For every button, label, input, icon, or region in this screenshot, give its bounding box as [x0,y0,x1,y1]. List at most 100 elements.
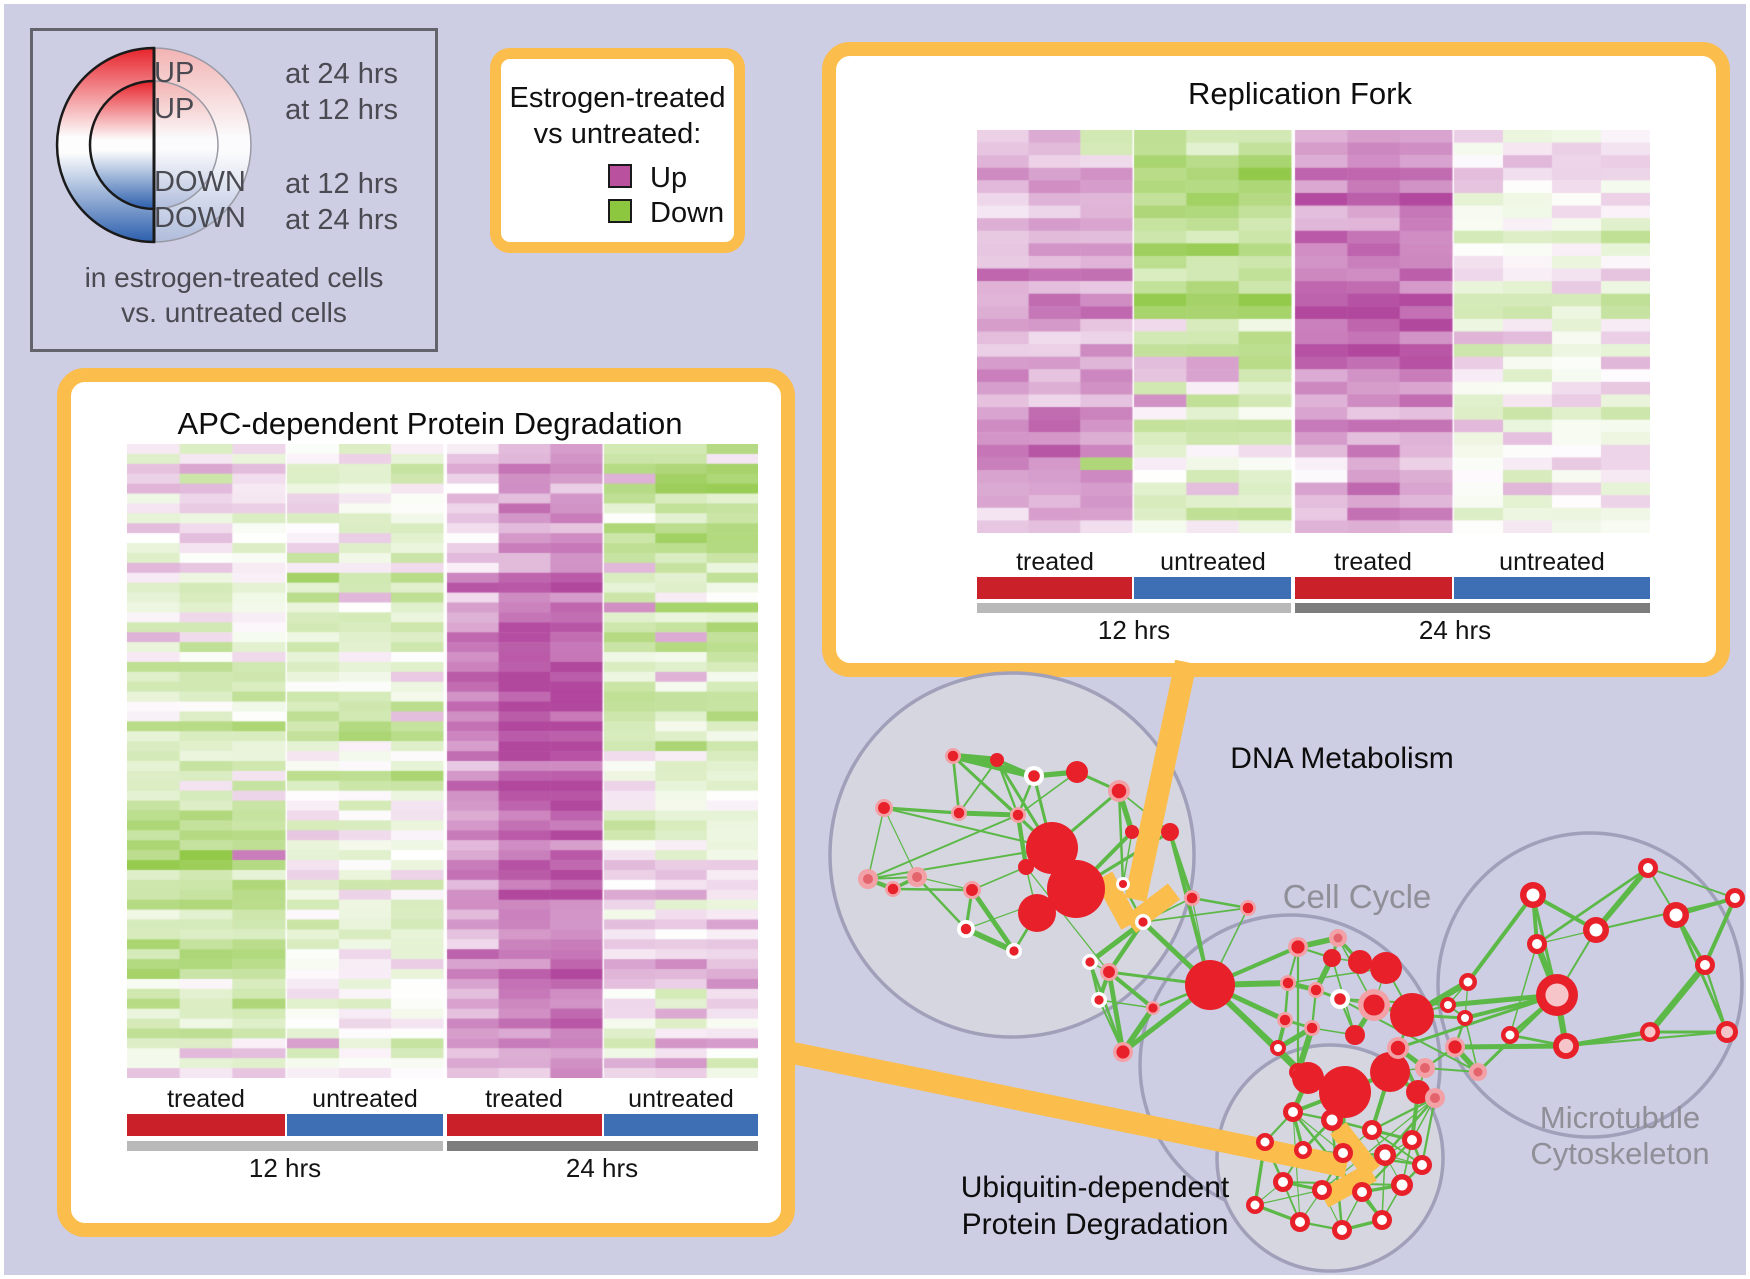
apc-group-label-untreated-12: untreated [312,1085,418,1113]
network-edge [1420,1097,1437,1166]
gene-node [1290,1212,1310,1232]
apc-group-label-treated-12: treated [167,1085,245,1113]
gene-node [1469,1063,1487,1081]
gene-node [1415,1058,1435,1078]
legend-time-12-bot: at 12 hrs [285,168,398,200]
gene-node [1345,1025,1365,1045]
rep-timebar-24hrs [1295,603,1650,613]
gene-node [990,753,1004,767]
rep-group-label-untreated-12: untreated [1160,548,1266,576]
gene-node [1280,975,1296,991]
estrogen-legend-title-line1: Estrogen-treated [509,82,726,114]
network-edge [1107,970,1155,1010]
gene-node [1716,1021,1738,1043]
network-edge [1647,962,1708,1035]
gene-node [1348,950,1372,974]
network-edge [1703,897,1737,966]
gene-node [963,881,981,899]
apc-title: APC-dependent Protein Degradation [177,406,683,441]
gene-node [1640,1022,1660,1042]
apc-timebar-24hrs [447,1141,758,1151]
network-edge [1454,1043,1567,1050]
network-edge [892,887,973,892]
gene-node [1329,929,1347,947]
gene-node [1246,1196,1264,1214]
network-edge [867,847,1053,880]
gene-node [1330,989,1350,1009]
gene-node [1391,1174,1413,1196]
gene-node [1304,1020,1320,1036]
gene-node [1358,989,1390,1021]
concentric-updown-glyph [55,46,252,244]
gene-node [1026,822,1078,874]
network-edge [1384,1097,1436,1156]
estrogen-legend-title-line2: vs untreated: [533,118,702,150]
network-edge [1371,1096,1436,1132]
gene-node [1018,859,1034,875]
orange-arrow-shaft-0 [1124,659,1197,902]
replication-fork-heatmap [977,130,1650,533]
network-edge [995,759,1020,816]
network-edge [1371,1129,1423,1166]
gene-node [1135,914,1151,930]
gene-node [1527,934,1547,954]
network-edge [1565,1029,1651,1049]
network-edge [1117,790,1125,885]
gene-node [1321,1109,1343,1131]
rep-bar-treated-24 [1295,577,1452,599]
gene-node [1047,860,1105,918]
rep-bar-treated-12 [977,577,1132,599]
gene-node [1240,900,1256,916]
gene-node [1406,1080,1430,1104]
rep-group-label-treated-12: treated [1016,548,1094,576]
rep-group-label-untreated-24: untreated [1499,548,1605,576]
cluster-label-dna-metabolism: DNA Metabolism [1230,742,1454,775]
gene-node [1553,1033,1579,1059]
gene-node [1185,960,1235,1010]
network-edge [1466,893,1535,984]
gene-node [1283,1102,1303,1122]
network-edge [1593,866,1651,932]
gene-node [1323,949,1341,967]
network-edge [1088,961,1125,1053]
updown-legend-box [30,28,438,352]
gene-node [1372,1210,1392,1230]
network-edge [971,866,1027,891]
gene-node [1288,937,1308,957]
legend-up-inner: UP [154,93,195,125]
gene-node [1294,1141,1312,1159]
network-edge [1098,999,1154,1009]
apc-timebar-12hrs [127,1141,443,1151]
gene-node [1663,902,1689,928]
rep-time-label-24hrs: 24 hrs [1418,615,1492,645]
gene-node [1277,1012,1293,1028]
network-edge [1106,971,1126,1053]
legend-time-12-top: at 12 hrs [285,94,398,126]
down-color-swatch [608,199,632,223]
gene-node [1440,997,1456,1013]
gene-node [1091,992,1107,1008]
gene-node [1319,1066,1371,1118]
gene-node [1725,888,1745,908]
rep-timebar-12hrs [977,603,1291,613]
rep-time-label-12hrs: 12 hrs [1097,615,1171,645]
network-edge [958,759,998,814]
gene-node [1024,766,1044,786]
gene-node [1374,1144,1396,1166]
apc-heatmap [127,444,758,1078]
gene-node [1308,982,1324,998]
apc-group-label-treated-24: treated [485,1085,563,1113]
gene-node [1312,1180,1332,1200]
apc-bar-treated-24 [447,1114,602,1136]
gene-node [1332,1220,1352,1240]
legend-caption-line2: vs. untreated cells [121,297,347,328]
gene-node [858,869,878,889]
gene-node [1352,1182,1372,1202]
network-edge [1509,943,1538,1036]
gene-node [1520,882,1546,908]
up-swatch-label: Up [650,162,688,194]
network-edge [883,807,918,878]
gene-node [1402,1130,1422,1150]
gene-node [1387,1037,1409,1059]
